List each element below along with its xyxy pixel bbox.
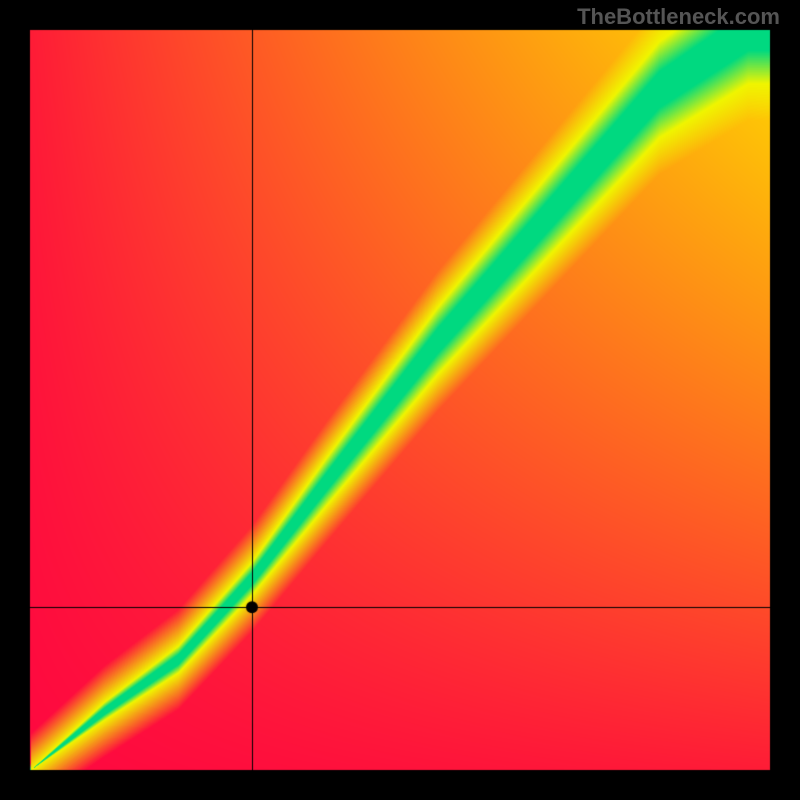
watermark-text: TheBottleneck.com bbox=[577, 4, 780, 30]
heatmap-canvas bbox=[0, 0, 800, 800]
chart-container: TheBottleneck.com bbox=[0, 0, 800, 800]
